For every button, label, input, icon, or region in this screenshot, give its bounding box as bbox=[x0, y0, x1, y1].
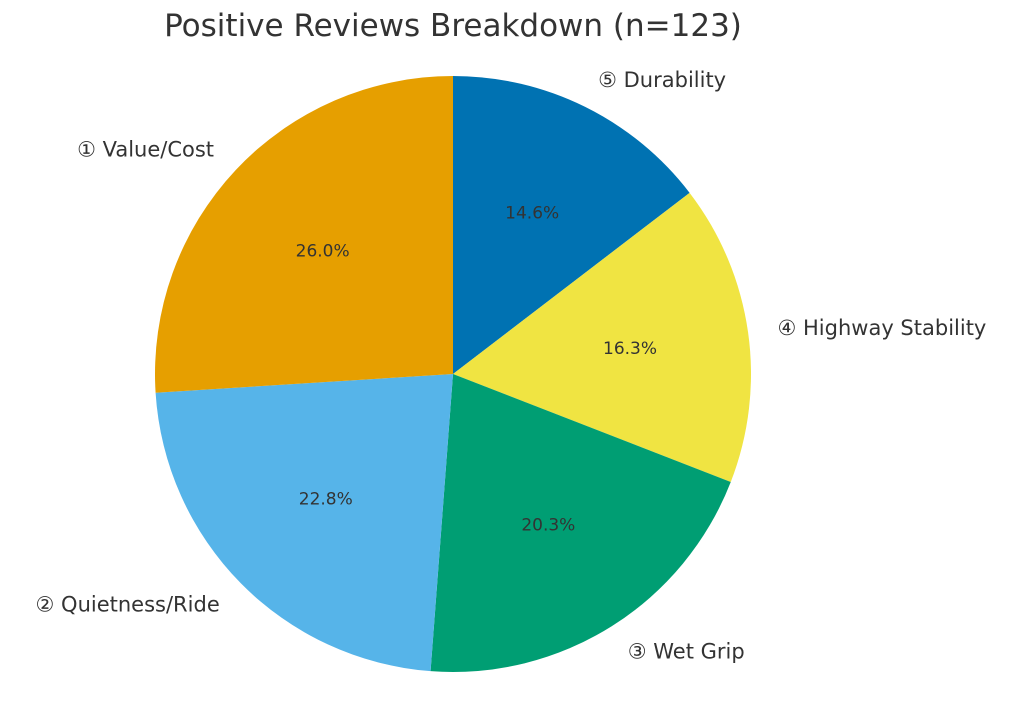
slice-category-label: ⑤ Durability bbox=[598, 68, 726, 92]
pie-slices bbox=[154, 76, 751, 672]
pie-slice bbox=[430, 374, 731, 672]
slice-category-label: ① Value/Cost bbox=[77, 138, 214, 162]
slice-percent-label: 26.0% bbox=[296, 242, 350, 262]
slice-category-label: ② Quietness/Ride bbox=[36, 592, 220, 616]
pie-labels: 14.6% ⑤ Durability 16.3% ④ Highway Stabilit… bbox=[36, 68, 987, 663]
slice-category-label: ③ Wet Grip bbox=[628, 639, 745, 663]
chart-title: Positive Reviews Breakdown (n=123) bbox=[164, 8, 742, 44]
slice-percent-label: 20.3% bbox=[521, 515, 575, 535]
pie-slice bbox=[155, 374, 454, 672]
pie-slice bbox=[453, 76, 690, 374]
slice-category-label: ④ Highway Stability bbox=[778, 316, 987, 340]
slice-percent-label: 14.6% bbox=[505, 204, 559, 224]
pie-slice bbox=[453, 192, 751, 482]
slice-percent-label: 16.3% bbox=[603, 339, 657, 359]
slice-percent-label: 22.8% bbox=[299, 490, 353, 510]
pie-slice bbox=[154, 76, 453, 393]
